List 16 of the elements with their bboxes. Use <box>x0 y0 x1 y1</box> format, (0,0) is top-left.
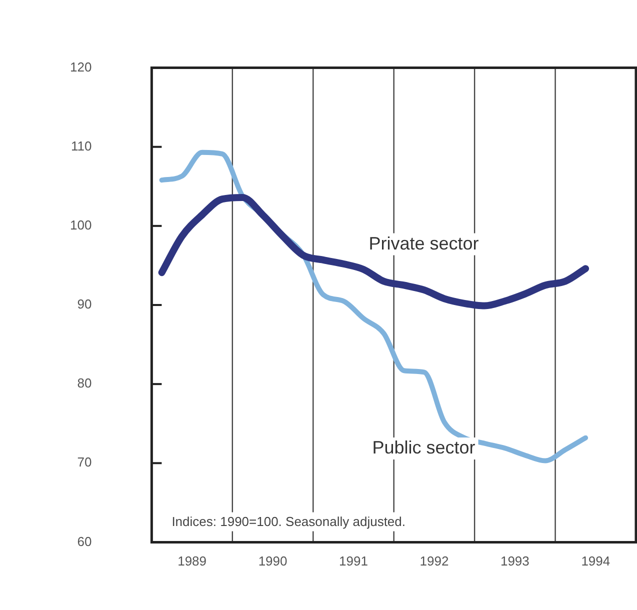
x-tick-label: 1989 <box>178 554 207 569</box>
x-tick-label: 1994 <box>581 554 610 569</box>
y-tick-label: 110 <box>70 138 92 154</box>
series-label: Private sector <box>368 233 479 254</box>
y-tick-label: 90 <box>77 296 92 312</box>
y-tick-label: 70 <box>77 454 92 470</box>
annotation: Indices: 1990=100. Seasonally adjusted. <box>172 514 406 530</box>
x-tick-label: 1992 <box>420 554 449 569</box>
y-tick-label: 80 <box>77 376 92 391</box>
x-tick-label: 1991 <box>339 554 368 569</box>
series-label: Public sector <box>372 437 476 458</box>
y-tick-label: 100 <box>70 218 92 233</box>
x-tick-label: 1993 <box>500 554 530 569</box>
y-tick-label: 60 <box>77 534 92 549</box>
y-tick-label: 120 <box>70 59 92 74</box>
x-tick-label: 1990 <box>258 554 288 569</box>
